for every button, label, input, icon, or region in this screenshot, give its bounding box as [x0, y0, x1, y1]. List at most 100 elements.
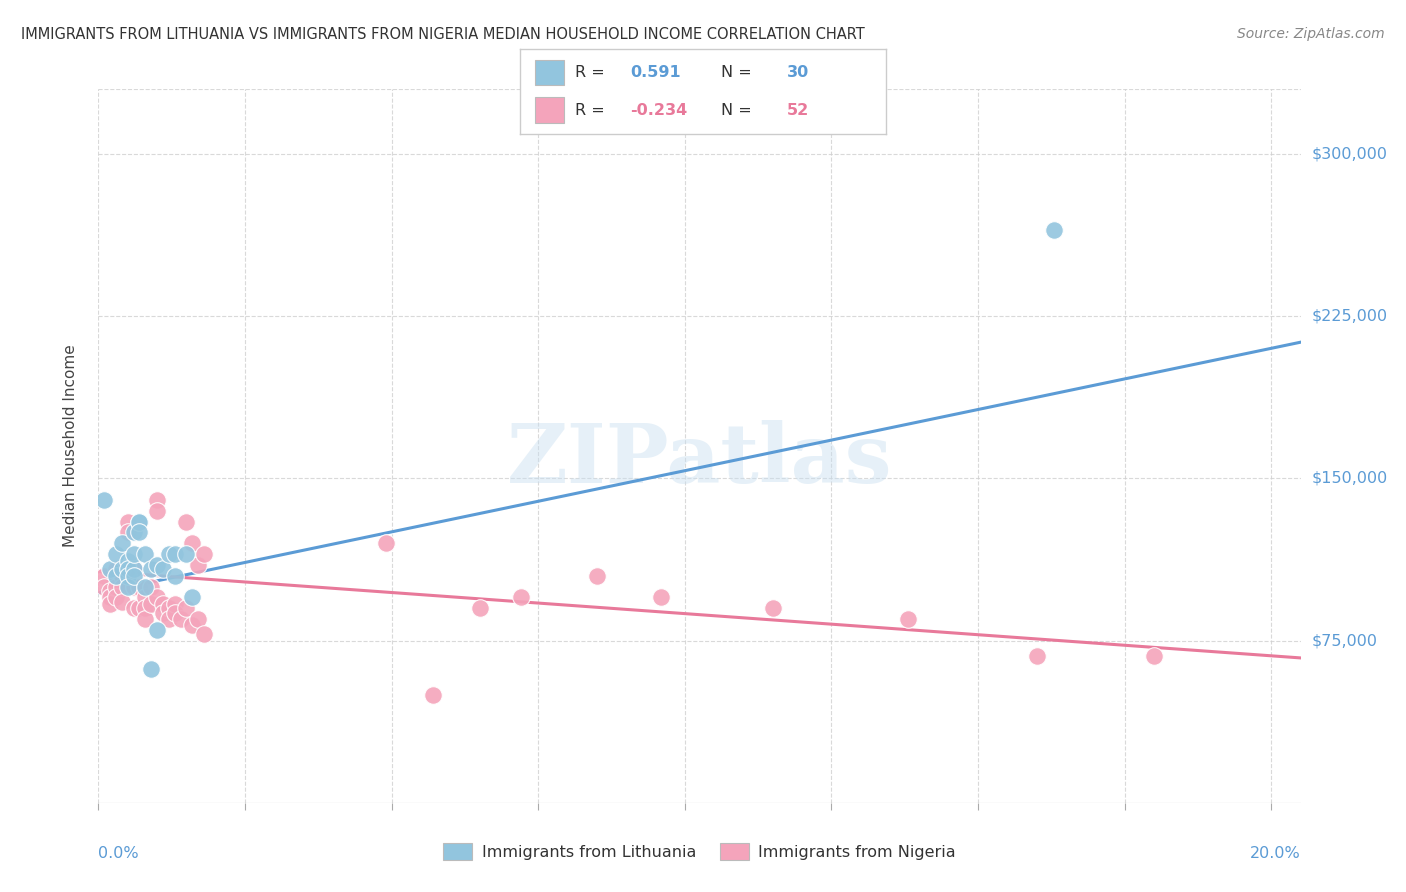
Point [1043, 223, 1066, 237]
Point [897, 612, 920, 626]
Point [105, 568, 128, 582]
Point [93, 493, 115, 508]
Point [105, 562, 128, 576]
Point [163, 597, 186, 611]
Point [146, 558, 169, 572]
Text: $225,000: $225,000 [1312, 309, 1388, 324]
Point [128, 580, 150, 594]
FancyBboxPatch shape [534, 97, 564, 123]
Point [193, 547, 215, 561]
Point [117, 568, 139, 582]
Point [111, 562, 134, 576]
Point [134, 547, 156, 561]
Point [146, 623, 169, 637]
Point [1143, 648, 1166, 663]
Point [509, 591, 531, 605]
Point [117, 580, 139, 594]
Point [176, 601, 198, 615]
Text: ZIPatlas: ZIPatlas [506, 420, 893, 500]
Point [117, 562, 139, 576]
Point [181, 618, 204, 632]
Point [128, 601, 150, 615]
Point [134, 601, 156, 615]
Point [134, 612, 156, 626]
Point [128, 525, 150, 540]
Point [93, 568, 115, 582]
Point [468, 601, 491, 615]
Text: 30: 30 [787, 65, 810, 80]
Point [157, 547, 180, 561]
Point [122, 601, 145, 615]
Point [586, 568, 609, 582]
Point [422, 688, 444, 702]
Text: Source: ZipAtlas.com: Source: ZipAtlas.com [1237, 27, 1385, 41]
Point [117, 515, 139, 529]
Point [762, 601, 785, 615]
Point [98, 562, 121, 576]
Point [181, 591, 204, 605]
Point [176, 515, 198, 529]
Point [117, 553, 139, 567]
Point [157, 612, 180, 626]
Point [98, 583, 121, 598]
Point [98, 591, 121, 605]
Point [111, 595, 134, 609]
Point [187, 558, 209, 572]
Point [111, 580, 134, 594]
Point [193, 627, 215, 641]
Text: -0.234: -0.234 [630, 103, 688, 118]
Point [105, 580, 128, 594]
Point [122, 525, 145, 540]
Point [105, 591, 128, 605]
Text: 0.0%: 0.0% [98, 846, 139, 861]
Point [128, 515, 150, 529]
Text: IMMIGRANTS FROM LITHUANIA VS IMMIGRANTS FROM NIGERIA MEDIAN HOUSEHOLD INCOME COR: IMMIGRANTS FROM LITHUANIA VS IMMIGRANTS … [21, 27, 865, 42]
Point [152, 606, 174, 620]
Point [650, 591, 672, 605]
Point [169, 612, 191, 626]
Point [141, 597, 163, 611]
Point [163, 547, 186, 561]
Text: R =: R = [575, 103, 610, 118]
FancyBboxPatch shape [534, 60, 564, 86]
Point [122, 568, 145, 582]
Point [152, 597, 174, 611]
Point [141, 580, 163, 594]
Point [146, 493, 169, 508]
Point [163, 568, 186, 582]
Point [117, 525, 139, 540]
Y-axis label: Median Household Income: Median Household Income [63, 344, 77, 548]
Point [98, 597, 121, 611]
Text: $300,000: $300,000 [1312, 146, 1388, 161]
Point [134, 591, 156, 605]
Text: 0.591: 0.591 [630, 65, 681, 80]
Point [122, 547, 145, 561]
Point [128, 515, 150, 529]
Point [181, 536, 204, 550]
Point [111, 568, 134, 582]
Point [1025, 648, 1047, 663]
Point [176, 547, 198, 561]
Point [146, 591, 169, 605]
Point [105, 547, 128, 561]
Point [93, 580, 115, 594]
Point [134, 580, 156, 594]
Point [111, 536, 134, 550]
Text: 52: 52 [787, 103, 810, 118]
Point [163, 606, 186, 620]
Text: R =: R = [575, 65, 610, 80]
Point [152, 562, 174, 576]
Point [122, 562, 145, 576]
Text: N =: N = [721, 103, 758, 118]
Text: $150,000: $150,000 [1312, 471, 1388, 486]
Point [117, 568, 139, 582]
Point [122, 580, 145, 594]
Point [187, 612, 209, 626]
Text: $75,000: $75,000 [1312, 633, 1378, 648]
Text: 20.0%: 20.0% [1250, 846, 1301, 861]
Text: N =: N = [721, 65, 758, 80]
Point [141, 562, 163, 576]
Point [122, 562, 145, 576]
Point [374, 536, 396, 550]
Point [141, 662, 163, 676]
